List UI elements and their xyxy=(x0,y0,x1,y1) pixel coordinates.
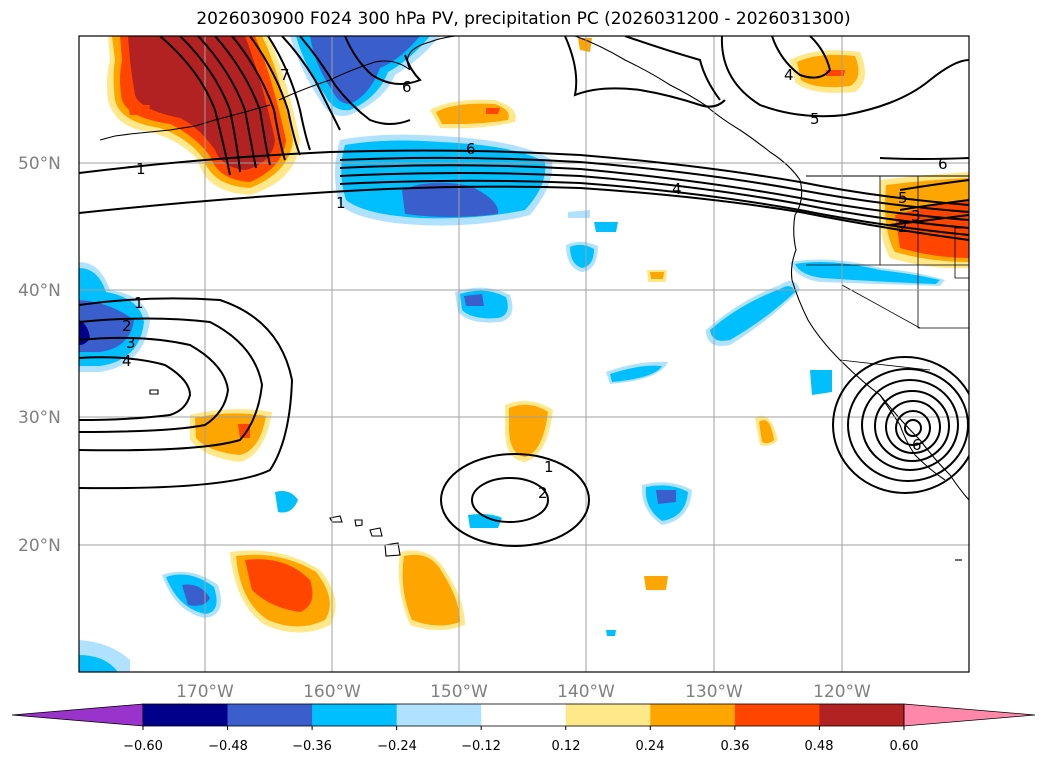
contour-label: 6 xyxy=(938,155,948,173)
lon-label: 160°W xyxy=(303,682,361,702)
map-frame xyxy=(78,35,970,673)
contour-label: 5 xyxy=(898,189,908,207)
colorbar-extend-max xyxy=(903,703,1036,727)
contour-label: 6 xyxy=(912,436,922,454)
longitude-labels: 170°W 160°W 150°W 140°W 130°W 120°W xyxy=(176,682,871,702)
colorbar-tick-label: −0.12 xyxy=(461,739,501,754)
contour-label: 6 xyxy=(466,140,476,158)
contour-label: 5 xyxy=(810,110,820,128)
contour-label: 2 xyxy=(122,317,132,335)
contour-label: 4 xyxy=(784,66,794,84)
lon-label: 120°W xyxy=(813,682,871,702)
lat-label: 50°N xyxy=(18,154,61,174)
colorbar-segment xyxy=(312,704,398,726)
lat-label: 30°N xyxy=(18,408,61,428)
colorbar-tick-label: 0.12 xyxy=(552,739,581,754)
colorbar-ticks: −0.60 −0.48 −0.36 −0.24 −0.12 0.12 0.24 … xyxy=(123,739,918,754)
colorbar-tick-label: 0.60 xyxy=(890,739,919,754)
colorbar-segment xyxy=(734,704,820,726)
contour-label: 1 xyxy=(134,294,144,312)
colorbar-segment xyxy=(650,704,736,726)
contour-label: 2 xyxy=(538,484,548,502)
colorbar-tick-label: −0.24 xyxy=(377,739,417,754)
lat-label: 20°N xyxy=(18,536,61,556)
chart-title: 2026030900 F024 300 hPa PV, precipitatio… xyxy=(196,9,851,29)
colorbar-tick-label: −0.60 xyxy=(123,739,163,754)
gridlines xyxy=(79,36,969,672)
lat-label: 40°N xyxy=(18,281,61,301)
colorbar-segments xyxy=(11,703,1036,730)
lon-label: 130°W xyxy=(685,682,743,702)
pv-contours xyxy=(79,36,969,547)
colorbar-tick-label: 0.36 xyxy=(721,739,750,754)
colorbar-segment xyxy=(396,704,482,726)
contour-label: 1 xyxy=(136,160,146,178)
colorbar-extend-min xyxy=(11,703,144,727)
contour-label: 4 xyxy=(122,352,132,370)
colorbar-segment xyxy=(819,704,905,726)
precip-shading xyxy=(79,36,969,672)
contour-label: 1 xyxy=(336,194,346,212)
colorbar: −0.60 −0.48 −0.36 −0.24 −0.12 0.12 0.24 … xyxy=(11,703,1036,754)
colorbar-segment xyxy=(565,704,651,726)
colorbar-outline xyxy=(142,703,905,727)
lon-label: 150°W xyxy=(430,682,488,702)
contour-label: 7 xyxy=(280,66,290,84)
lon-label: 170°W xyxy=(176,682,234,702)
contour-label: 6 xyxy=(402,78,412,96)
colorbar-segment xyxy=(481,704,567,726)
contour-label: 3 xyxy=(126,334,136,352)
colorbar-tick-label: 0.24 xyxy=(636,739,665,754)
latitude-labels: 50°N 40°N 30°N 20°N xyxy=(18,154,61,556)
colorbar-tick-label: −0.48 xyxy=(208,739,248,754)
contour-label: 3 xyxy=(911,207,921,225)
contour-label: 2 xyxy=(898,218,908,236)
coastlines xyxy=(99,36,969,561)
colorbar-tick-label: 0.48 xyxy=(805,739,834,754)
colorbar-tick-label: −0.36 xyxy=(292,739,332,754)
map-layers: 1 6 4 1 7 6 4 5 6 5 3 2 1 2 3 4 1 2 6 xyxy=(79,36,969,672)
contour-labels: 1 6 4 1 7 6 4 5 6 5 3 2 1 2 3 4 1 2 6 xyxy=(122,66,948,502)
colorbar-segment xyxy=(143,704,229,726)
contour-label: 1 xyxy=(544,458,554,476)
contour-label: 4 xyxy=(672,180,682,198)
colorbar-segment xyxy=(227,704,313,726)
lon-label: 140°W xyxy=(557,682,615,702)
